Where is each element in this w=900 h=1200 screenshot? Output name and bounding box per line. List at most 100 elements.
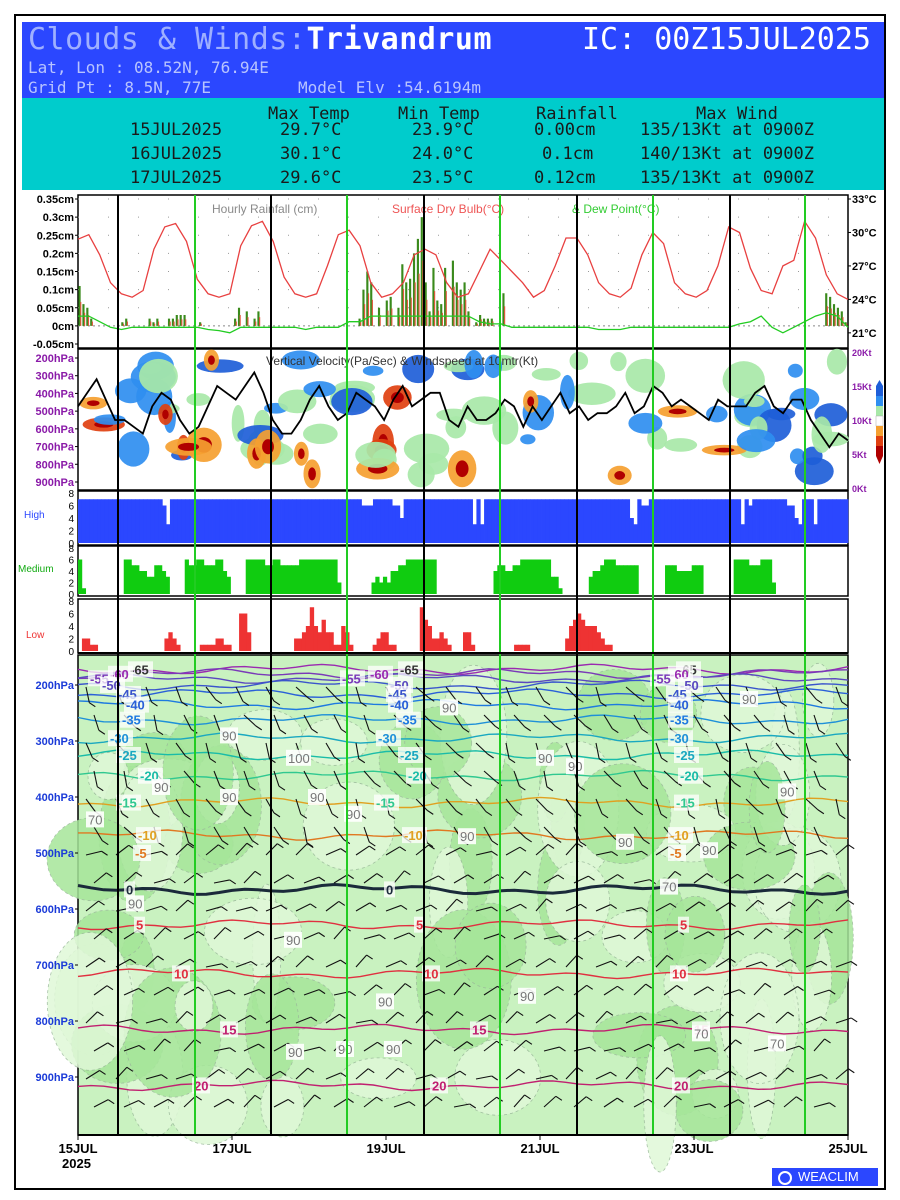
rain-bar-overlay: [379, 315, 381, 326]
cloud-bar: [522, 499, 527, 543]
cloud-bar: [311, 499, 316, 543]
rain-bar: [234, 318, 237, 326]
wind-barb-flag: [397, 1067, 405, 1073]
contour-label: 90: [520, 989, 534, 1004]
wind-barb: [603, 985, 618, 996]
wind-barb-flag: [699, 958, 707, 964]
wind-barb-flag: [367, 1068, 375, 1074]
cloud-bar: [587, 499, 592, 543]
cloud-bar: [211, 644, 216, 651]
cloud-bar: [299, 559, 304, 594]
cloud-bar: [135, 565, 140, 594]
contour-label-bg: [678, 767, 703, 784]
wind-barb-flag: [758, 1012, 765, 1018]
cloud-bar: [284, 499, 290, 543]
wind-barb: [813, 1038, 825, 1052]
contour-label: 10: [174, 966, 188, 981]
rain-bar-overlay: [387, 310, 389, 326]
cloud-bar: [139, 499, 144, 543]
rain-bar: [237, 307, 241, 326]
wind-barb-flag: [491, 1075, 499, 1081]
cloud-bar: [188, 565, 193, 594]
cloud-bar: [376, 499, 382, 543]
stats-row-date: 17JUL2025: [130, 168, 223, 188]
y-tick-label: 6: [68, 610, 74, 621]
wind-barb: [385, 904, 402, 912]
wind-barb: [93, 1042, 109, 1052]
wind-barb-flag: [829, 1102, 836, 1108]
cloud-bar: [337, 644, 342, 651]
wind-barb-flag: [459, 847, 467, 853]
wind-barb-flag: [277, 955, 285, 961]
wind-barb-flag: [820, 960, 828, 966]
wind-barb-flag: [340, 785, 347, 791]
cloud-bar: [463, 632, 468, 651]
contour-label-bg: [126, 895, 144, 912]
wind-barb-flag: [467, 874, 475, 880]
wind-barb: [573, 714, 586, 727]
cloud-bar: [717, 499, 722, 543]
wind-barb-flag: [795, 1096, 803, 1102]
wind-barb: [805, 849, 822, 856]
wind-barb-flag: [735, 1039, 742, 1045]
wind-barb: [505, 903, 521, 912]
wind-barb: [325, 798, 333, 814]
wind-barb-flag: [216, 810, 223, 816]
cloud-bar: [301, 632, 307, 651]
wind-barb: [783, 928, 797, 940]
wind-barb: [303, 876, 320, 884]
wind-barb-flag: [586, 984, 594, 990]
wind-barb-flag: [486, 955, 494, 961]
wind-barb-flag: [150, 757, 158, 763]
wind-barb-flag: [221, 906, 228, 912]
cloud-bar: [402, 565, 407, 594]
wind-barb-flag: [282, 839, 290, 845]
wind-barb-flag: [790, 848, 798, 854]
contour-label-bg: [133, 845, 151, 861]
wind-barb-flag: [675, 781, 683, 787]
contour-label-bg: [660, 878, 678, 895]
wind-barb-flag: [121, 813, 129, 819]
wind-barb: [235, 1015, 251, 1024]
cloud-bar: [699, 565, 704, 594]
wind-barb: [475, 1075, 492, 1080]
rain-bar-overlay: [422, 260, 424, 326]
rain-bar-overlay: [445, 291, 447, 326]
y-tick-label: 700hPa: [35, 442, 74, 454]
isotherm-line: [77, 967, 849, 980]
wind-barb: [505, 798, 517, 812]
wind-barb: [295, 798, 302, 815]
stats-row-wind: 140/13Kt at 0900Z: [640, 144, 814, 164]
stats-row-min: 23.5°C: [412, 168, 474, 188]
wind-barb-flag: [340, 1072, 348, 1078]
wind-barb-flag: [249, 1015, 257, 1020]
contour-label-bg: [134, 916, 145, 933]
wind-barb-flag: [376, 984, 383, 990]
wind-barb-flag: [246, 842, 254, 848]
wind-barb: [325, 742, 335, 758]
wind-barb-flag: [331, 813, 339, 819]
wind-barb-flag: [377, 1041, 384, 1047]
contour-label-bg: [136, 827, 161, 844]
y-tick-label: 400hPa: [35, 792, 74, 804]
isotherm-line: [77, 667, 849, 680]
cloud-bar: [415, 499, 420, 543]
cloud-bar: [798, 524, 803, 543]
vv-blob: [664, 438, 698, 452]
y2-tick-label: 24°C: [852, 294, 877, 306]
cloud-bar: [372, 499, 378, 543]
wind-barb-flag: [824, 1038, 831, 1044]
y-tick-label: 2: [68, 527, 74, 538]
wind-barb: [183, 770, 195, 784]
wind-barb-flag: [821, 1074, 828, 1079]
wind-barb: [483, 985, 498, 996]
cloud-bar: [453, 499, 458, 543]
y-tick-label: -0.05cm: [33, 339, 74, 351]
wind-barb: [445, 798, 457, 812]
cloud-bar: [207, 644, 212, 651]
wind-barb: [693, 714, 703, 730]
rain-bar-overlay: [367, 293, 370, 326]
cloud-bar: [741, 559, 746, 594]
wind-barb: [633, 826, 644, 841]
wind-barb: [813, 874, 829, 884]
